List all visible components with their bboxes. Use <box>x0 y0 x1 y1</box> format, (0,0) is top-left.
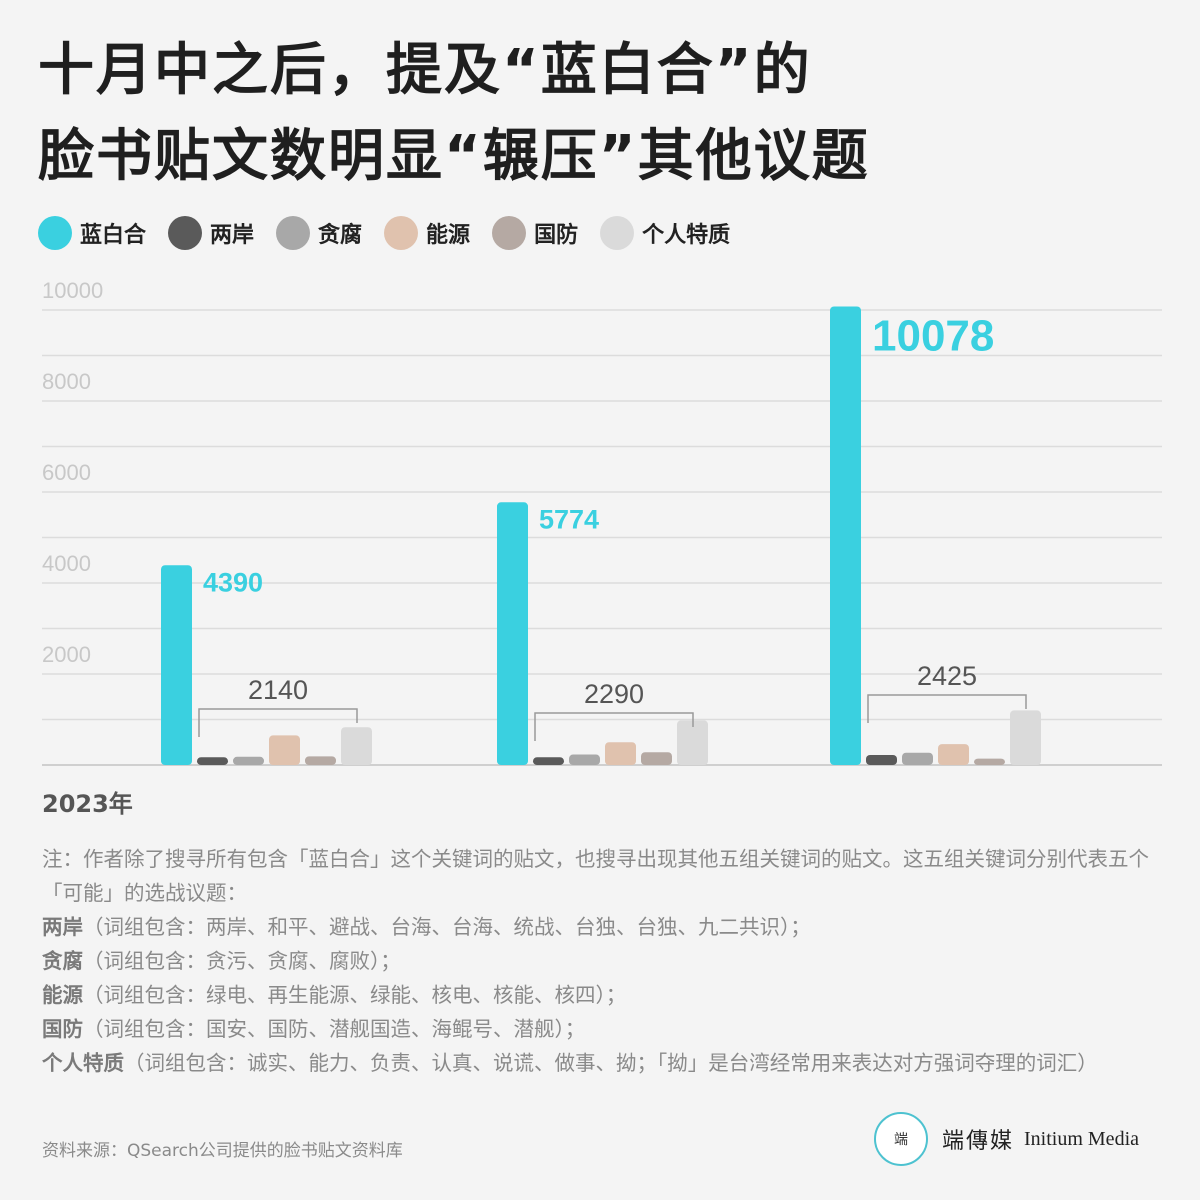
legend-swatch-icon <box>276 216 311 250</box>
legend-item: 两岸 <box>168 216 254 250</box>
logo-mark-icon: 端 <box>874 1112 928 1166</box>
legend-swatch-icon <box>492 216 527 250</box>
legend-item: 蓝白合 <box>38 216 146 250</box>
legend-item: 个人特质 <box>600 216 730 250</box>
legend-label: 两岸 <box>210 223 255 248</box>
bar-能源 <box>269 735 300 765</box>
logo-english-name: Initium Media <box>1024 1127 1139 1150</box>
legend-swatch-icon <box>384 216 419 250</box>
y-tick-label: 10000 <box>42 278 103 303</box>
title-line-1: 十月中之后，提及“蓝白合”的 <box>38 38 812 103</box>
bracket <box>534 712 694 741</box>
legend-swatch-icon <box>38 216 72 250</box>
legend-label: 能源 <box>426 223 471 248</box>
bar-两岸 <box>866 754 897 765</box>
legend: 蓝白合 两岸 贪腐 能源 国防 个人特质 <box>38 216 752 250</box>
notes-item: 两岸（词组包含：两岸、和平、避战、台海、台海、统战、台独、台独、九二共识）； <box>42 910 1167 944</box>
bar-贪腐 <box>569 754 600 765</box>
bar-个人特质 <box>677 720 708 765</box>
notes-term: 能源 <box>42 983 83 1007</box>
legend-item: 国防 <box>492 216 578 250</box>
notes-item: 能源（词组包含：绿电、再生能源、绿能、核电、核能、核四）； <box>42 978 1167 1012</box>
title-line-2: 脸书贴文数明显“辗压”其他议题 <box>38 124 870 189</box>
y-tick-label: 6000 <box>42 460 91 485</box>
legend-item: 能源 <box>384 216 470 250</box>
y-tick-label: 4000 <box>42 551 91 576</box>
data-label-lanbaihe: 4390 <box>203 567 263 597</box>
notes-item: 贪腐（词组包含：贪污、贪腐、腐败）； <box>42 944 1167 978</box>
bar-chart: 2000400060008000100004390214010月16-31日57… <box>42 278 1162 766</box>
notes: 注：作者除了搜寻所有包含「蓝白合」这个关键词的贴文，也搜寻出现其他五组关键词的贴… <box>42 842 1167 1080</box>
bar-蓝白合 <box>497 502 528 765</box>
bar-国防 <box>305 756 336 765</box>
notes-text: （词组包含：国安、国防、潜舰国造、海鲲号、潜舰）； <box>83 1017 586 1041</box>
bar-蓝白合 <box>830 306 861 765</box>
notes-text: （词组包含：两岸、和平、避战、台海、台海、统战、台独、台独、九二共识）； <box>83 915 811 939</box>
legend-item: 贪腐 <box>276 216 362 250</box>
notes-text: （词组包含：绿电、再生能源、绿能、核电、核能、核四）； <box>83 983 627 1007</box>
other-total-label: 2140 <box>248 675 308 705</box>
notes-term: 国防 <box>42 1017 83 1041</box>
bar-国防 <box>641 752 672 765</box>
legend-label: 贪腐 <box>318 223 363 248</box>
source-note: 资料来源：QSearch公司提供的脸书贴文资料库 <box>42 1141 403 1161</box>
legend-label: 个人特质 <box>642 223 731 248</box>
bar-个人特质 <box>341 727 372 765</box>
bar-贪腐 <box>233 756 264 765</box>
bar-国防 <box>974 758 1005 765</box>
notes-term: 个人特质 <box>42 1051 124 1075</box>
year-label: 2023年 <box>42 790 133 818</box>
chart-title: 十月中之后，提及“蓝白合”的 脸书贴文数明显“辗压”其他议题 <box>38 28 870 200</box>
bar-两岸 <box>197 757 228 765</box>
bar-能源 <box>938 744 969 765</box>
brand-logo: 端 端傳媒 Initium Media <box>874 1112 1139 1166</box>
bar-两岸 <box>533 757 564 765</box>
notes-text: （词组包含：诚实、能力、负责、认真、说谎、做事、拗；「拗」是台湾经常用来表达对方… <box>124 1051 1098 1075</box>
y-tick-label: 2000 <box>42 642 91 667</box>
bracket <box>867 694 1027 723</box>
other-total-label: 2425 <box>917 661 977 691</box>
bar-能源 <box>605 742 636 765</box>
legend-label: 国防 <box>534 223 579 248</box>
bracket <box>198 708 358 737</box>
data-label-lanbaihe: 5774 <box>539 504 599 534</box>
other-total-label: 2290 <box>584 679 644 709</box>
notes-term: 两岸 <box>42 915 83 939</box>
legend-swatch-icon <box>168 216 203 250</box>
bar-蓝白合 <box>161 565 192 765</box>
notes-item: 个人特质（词组包含：诚实、能力、负责、认真、说谎、做事、拗；「拗」是台湾经常用来… <box>42 1046 1167 1080</box>
notes-item: 国防（词组包含：国安、国防、潜舰国造、海鲲号、潜舰）； <box>42 1012 1167 1046</box>
data-label-lanbaihe: 10078 <box>872 311 994 360</box>
legend-swatch-icon <box>600 216 635 250</box>
logo-chinese-name: 端傳媒 <box>942 1129 1015 1154</box>
notes-intro: 注：作者除了搜寻所有包含「蓝白合」这个关键词的贴文，也搜寻出现其他五组关键词的贴… <box>42 847 1149 905</box>
legend-label: 蓝白合 <box>80 223 147 248</box>
notes-term: 贪腐 <box>42 949 83 973</box>
y-tick-label: 8000 <box>42 369 91 394</box>
bar-贪腐 <box>902 752 933 765</box>
bar-个人特质 <box>1010 710 1041 765</box>
notes-text: （词组包含：贪污、贪腐、腐败）； <box>83 949 401 973</box>
